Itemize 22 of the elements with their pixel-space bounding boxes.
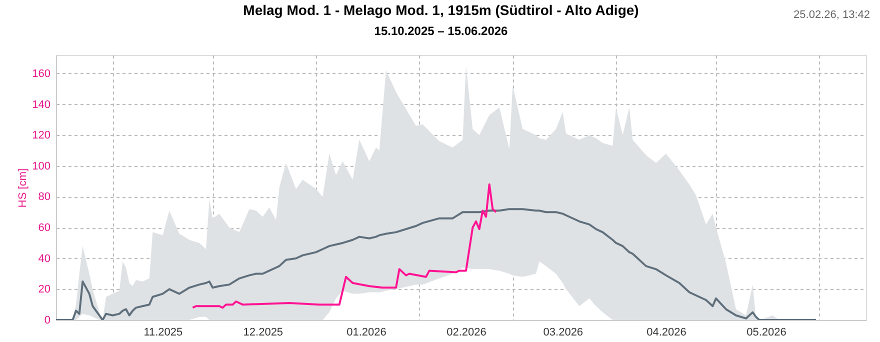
x-tick-label: 03.2026 [543,326,584,338]
y-tick-label: 140 [32,98,50,111]
chart-subtitle: 15.10.2025 – 15.06.2026 [374,24,508,38]
y-tick-label: 80 [38,191,50,204]
x-tick-label: 05.2026 [746,326,786,338]
line-series [56,208,817,320]
y-tick-label: 20 [38,284,50,296]
x-tick-label: 04.2026 [646,326,686,338]
y-tick-label: 100 [32,160,50,172]
y-tick-label: 160 [32,68,50,80]
line-series [192,183,497,309]
y-axis-title: HS [cm] [17,168,30,208]
y-tick-label: 120 [32,130,50,142]
x-tick-label: 01.2026 [346,326,386,338]
x-tick-label: 11.2025 [144,326,183,338]
x-tick-label: 02.2026 [446,326,486,338]
y-tick-label: 40 [38,252,50,265]
x-tick-label: 12.2025 [243,326,284,338]
chart-title: Melag Mod. 1 - Melago Mod. 1, 1915m (Südtirol - Alto Adige) [243,2,639,18]
y-tick-label: 60 [38,222,50,234]
y-tick-label: 0 [44,314,50,326]
text: 25.02.26, 13:42 [794,9,870,21]
